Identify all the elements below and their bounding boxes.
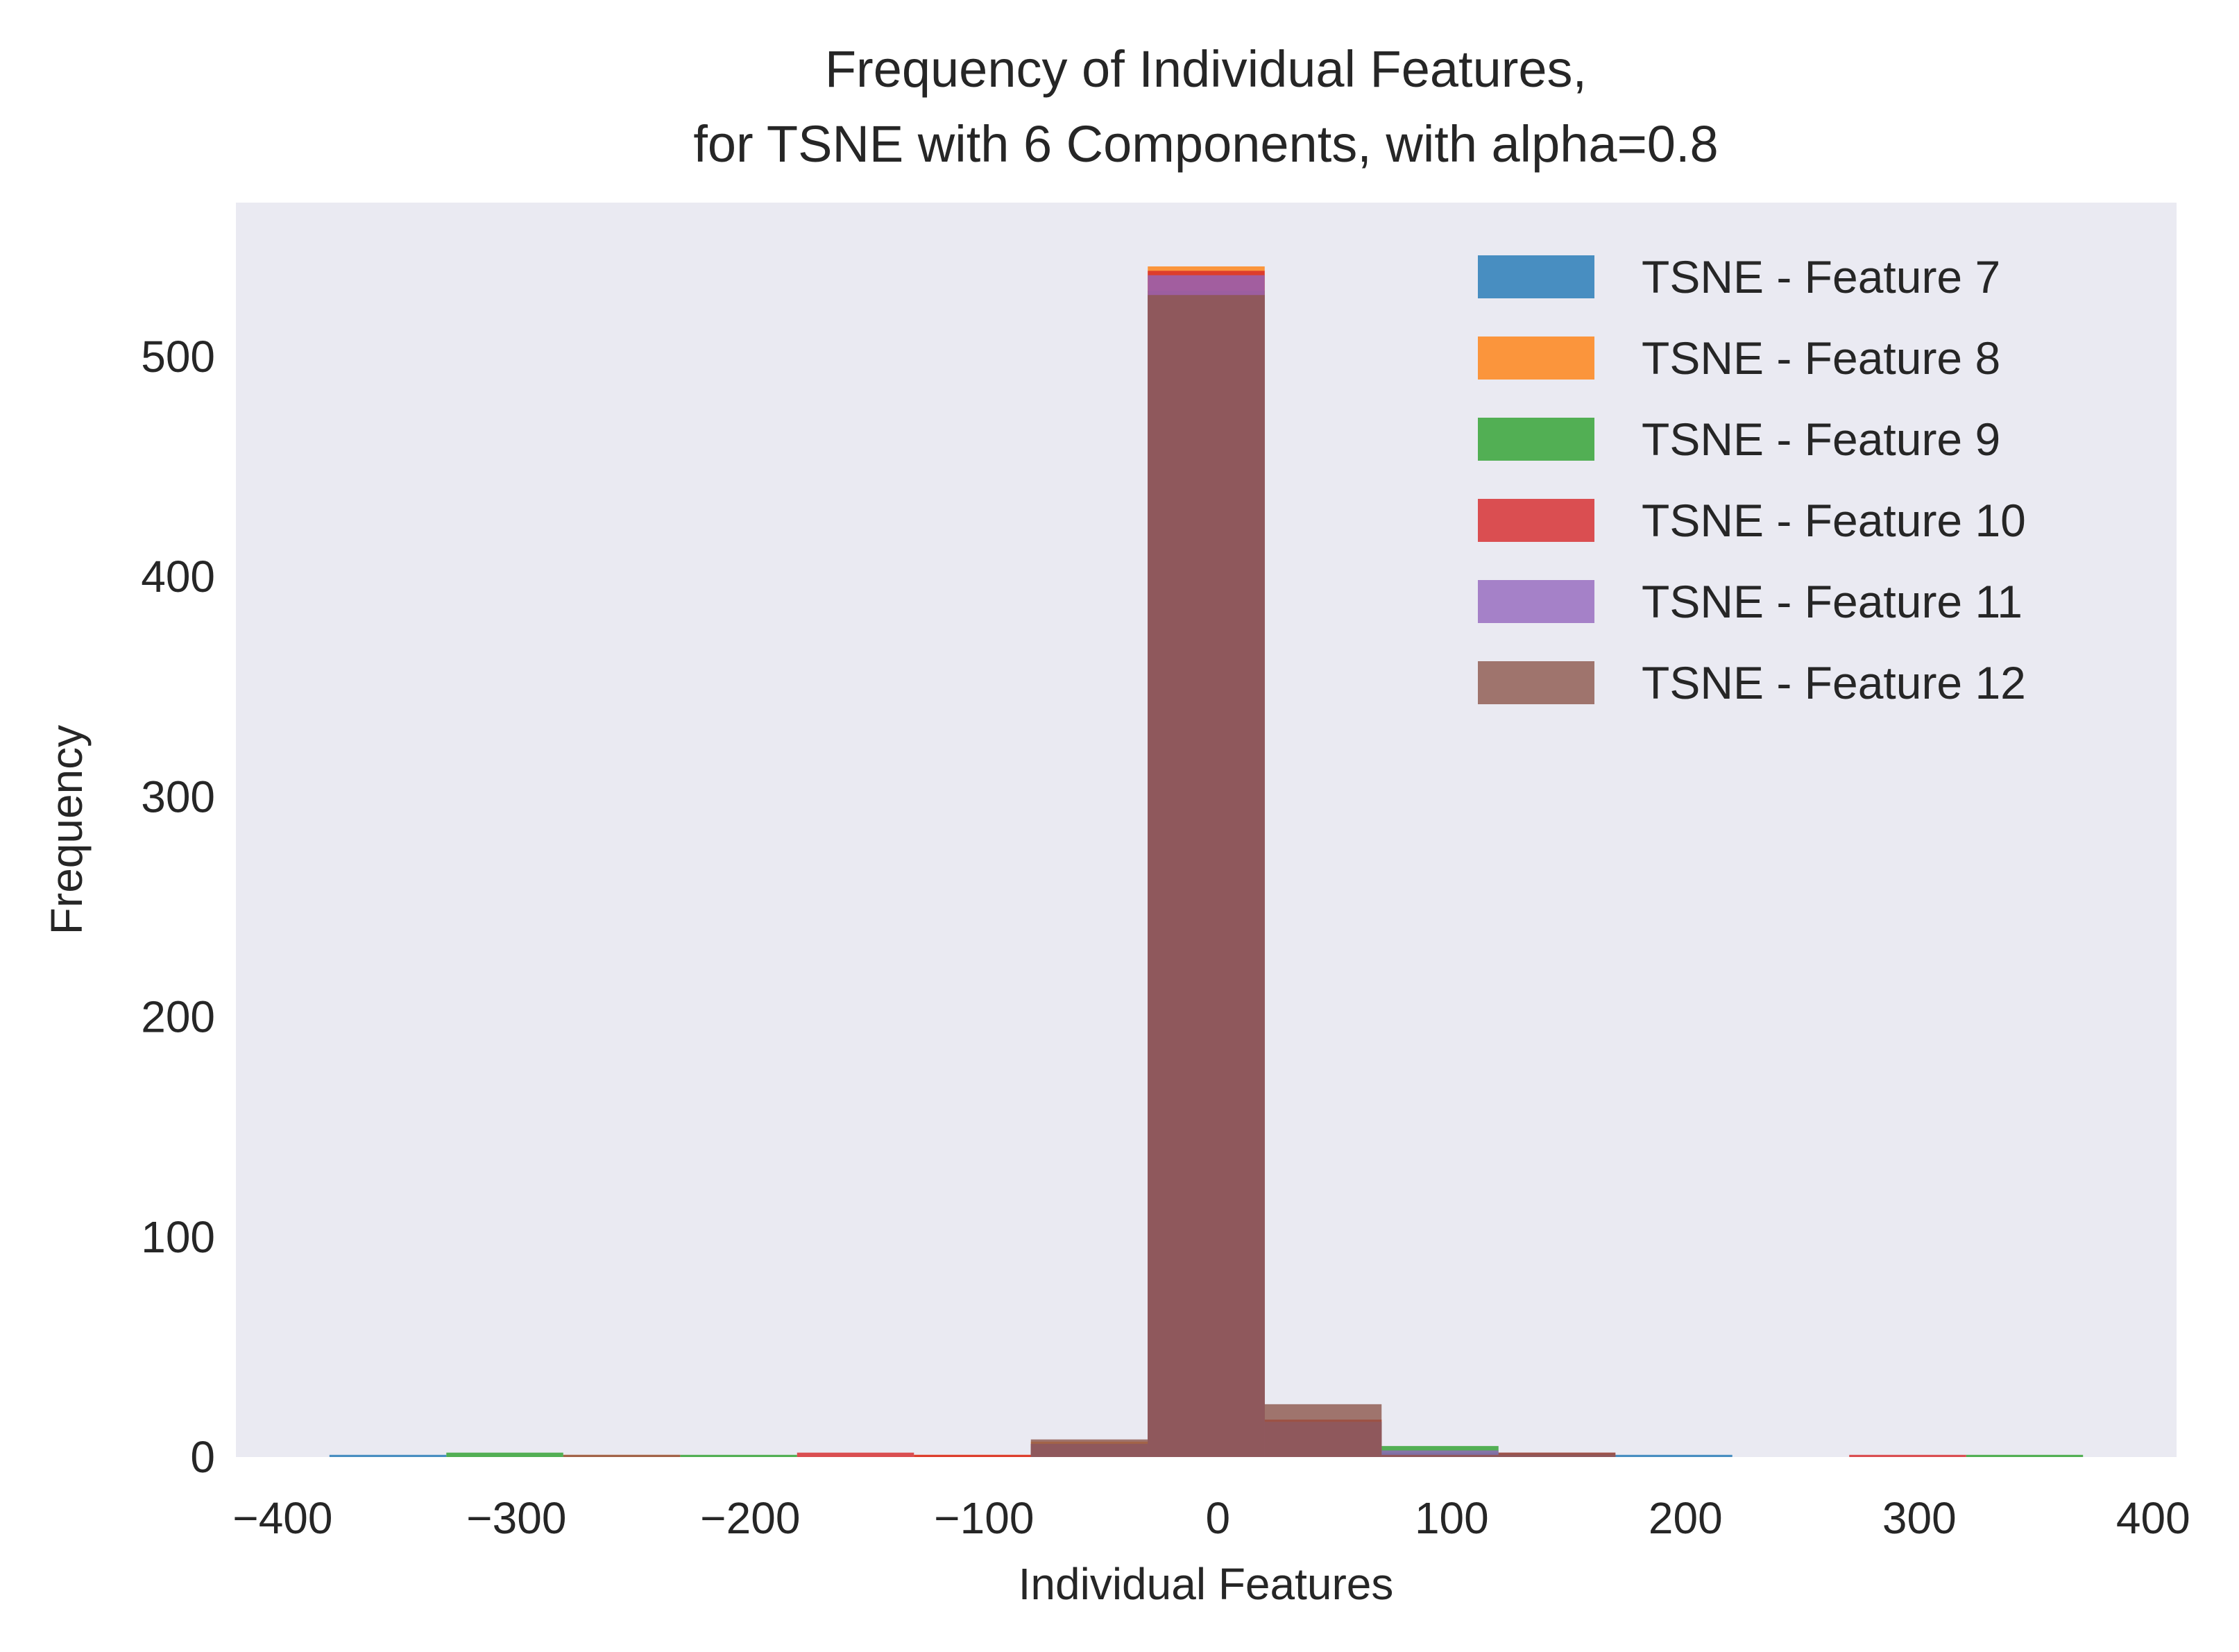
x-tick-label: −400 <box>232 1493 332 1543</box>
x-tick-label: −100 <box>934 1493 1034 1543</box>
y-tick-label: 500 <box>141 332 215 382</box>
bar-series-6-bin-10 <box>1381 1454 1499 1457</box>
legend-label: TSNE - Feature 8 <box>1642 332 2000 384</box>
legend-label: TSNE - Feature 7 <box>1642 251 2000 303</box>
x-tick-label: 100 <box>1415 1493 1489 1543</box>
y-tick-label: 400 <box>141 552 215 602</box>
bar-series-6-bin-7 <box>1030 1439 1148 1457</box>
legend-label: TSNE - Feature 11 <box>1642 576 2023 627</box>
chart-title-line-1: Frequency of Individual Features, <box>825 40 1587 98</box>
x-tick-label: −300 <box>466 1493 566 1543</box>
legend-swatch <box>1478 337 1594 380</box>
bar-series-1-bin-12 <box>1615 1454 1733 1457</box>
y-tick-label: 100 <box>141 1212 215 1262</box>
x-tick-label: 300 <box>1882 1493 1957 1543</box>
y-axis-label: Frequency <box>42 725 92 935</box>
legend-swatch <box>1478 661 1594 704</box>
y-tick-label: 300 <box>141 772 215 821</box>
legend-swatch <box>1478 418 1594 461</box>
bar-series-3-bin-4 <box>680 1454 797 1457</box>
x-tick-label: 200 <box>1649 1493 1723 1543</box>
legend-swatch <box>1478 580 1594 623</box>
x-tick-label: −200 <box>700 1493 800 1543</box>
bar-series-6-bin-8 <box>1148 295 1265 1457</box>
x-axis-ticks: −400 −300 −200 −100 0 100 200 300 400 <box>232 1493 2190 1543</box>
legend-label: TSNE - Feature 10 <box>1642 495 2026 546</box>
bar-series-6-bin-9 <box>1264 1404 1382 1457</box>
y-tick-label: 200 <box>141 992 215 1042</box>
bar-series-6-bin-3 <box>563 1454 681 1457</box>
bar-series-5-bin-10 <box>1381 1450 1499 1457</box>
legend-label: TSNE - Feature 12 <box>1642 657 2026 708</box>
histogram-bars <box>329 266 2084 1457</box>
bar-series-3-bin-2 <box>446 1452 563 1457</box>
bar-series-4-bin-6 <box>914 1454 1031 1457</box>
legend-swatch <box>1478 255 1594 298</box>
y-tick-label: 0 <box>190 1432 215 1482</box>
x-tick-label: 400 <box>2116 1493 2190 1543</box>
y-axis-ticks: 0 100 200 300 400 500 <box>141 332 215 1482</box>
x-axis-label: Individual Features <box>1019 1559 1394 1609</box>
bar-series-6-bin-11 <box>1498 1452 1616 1457</box>
bar-series-4-bin-5 <box>797 1452 914 1457</box>
bar-series-4-bin-14 <box>1849 1454 1966 1457</box>
x-tick-label: 0 <box>1206 1493 1231 1543</box>
legend: TSNE - Feature 7 TSNE - Feature 8 TSNE - F… <box>1478 251 2026 708</box>
bar-series-3-bin-15 <box>1966 1454 2084 1457</box>
chart-title-line-2: for TSNE with 6 Components, with alpha=0… <box>693 115 1718 173</box>
bar-series-1-bin-1 <box>329 1454 447 1457</box>
legend-label: TSNE - Feature 9 <box>1642 414 2000 465</box>
legend-swatch <box>1478 499 1594 542</box>
